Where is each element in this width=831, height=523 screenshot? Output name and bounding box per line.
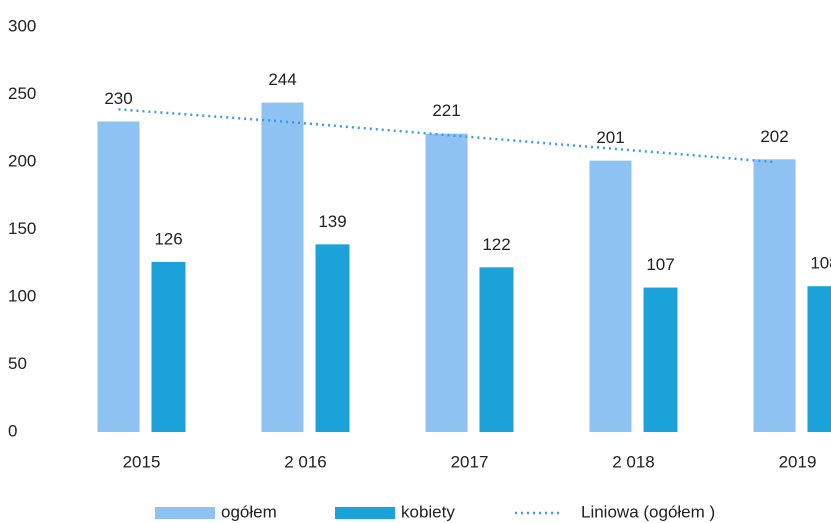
data-label: 201 [596,128,624,147]
y-tick-label: 200 [8,151,36,170]
data-label: 122 [482,235,510,254]
data-label: 126 [154,229,182,248]
bar [643,287,678,432]
legend-label: kobiety [401,502,455,521]
bar [807,286,831,432]
x-tick-label: 2015 [123,452,161,471]
legend-label: Liniowa (ogółem ) [581,502,715,521]
x-tick-label: 2 016 [284,452,327,471]
y-tick-label: 100 [8,286,36,305]
data-label: 108 [810,254,831,273]
y-tick-label: 0 [8,421,17,440]
data-label: 107 [646,255,674,274]
x-tick-label: 2 018 [612,452,655,471]
y-tick-label: 300 [8,16,36,35]
x-tick-label: 2019 [779,452,817,471]
bar [97,121,140,432]
legend-swatch [335,507,395,519]
legend-swatch [155,507,215,519]
bar [315,244,350,432]
bar [479,267,514,432]
x-tick-label: 2017 [451,452,489,471]
bar [425,133,468,432]
y-tick-label: 250 [8,84,36,103]
data-label: 139 [318,212,346,231]
y-tick-label: 50 [8,354,27,373]
bar [151,261,186,432]
data-label: 230 [104,89,132,108]
data-label: 202 [760,127,788,146]
data-label: 244 [268,70,296,89]
trendline [118,108,775,164]
bar [261,102,304,432]
bar [753,159,796,433]
legend-label: ogółem [221,502,277,521]
y-tick-label: 150 [8,219,36,238]
bar [589,160,632,432]
data-label: 221 [432,101,460,120]
